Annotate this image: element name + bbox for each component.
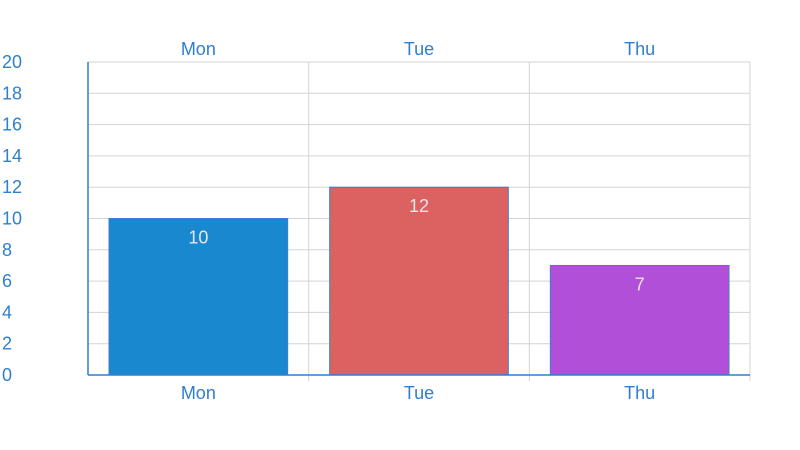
x-tick-label-bottom: Mon <box>181 383 216 403</box>
x-tick-label-bottom: Thu <box>624 383 655 403</box>
bar-mon <box>108 218 289 376</box>
data-label-thu: 7 <box>635 274 645 294</box>
x-tick-label-top: Tue <box>404 39 434 59</box>
x-tick-label-top: Mon <box>181 39 216 59</box>
y-tick-label: 4 <box>2 302 12 322</box>
y-tick-label: 16 <box>2 115 22 135</box>
y-tick-label: 2 <box>2 334 12 354</box>
y-tick-label: 20 <box>2 52 22 72</box>
y-tick-label: 12 <box>2 177 22 197</box>
y-tick-label: 0 <box>2 365 12 385</box>
bar-thu <box>549 264 730 376</box>
y-tick-label: 14 <box>2 146 22 166</box>
x-tick-label-top: Thu <box>624 39 655 59</box>
y-tick-label: 6 <box>2 271 12 291</box>
y-tick-label: 10 <box>2 209 22 229</box>
y-tick-label: 18 <box>2 83 22 103</box>
data-label-tue: 12 <box>409 196 429 216</box>
x-tick-label-bottom: Tue <box>404 383 434 403</box>
bar-tue <box>329 186 509 376</box>
y-tick-label: 8 <box>2 240 12 260</box>
data-label-mon: 10 <box>188 228 208 248</box>
